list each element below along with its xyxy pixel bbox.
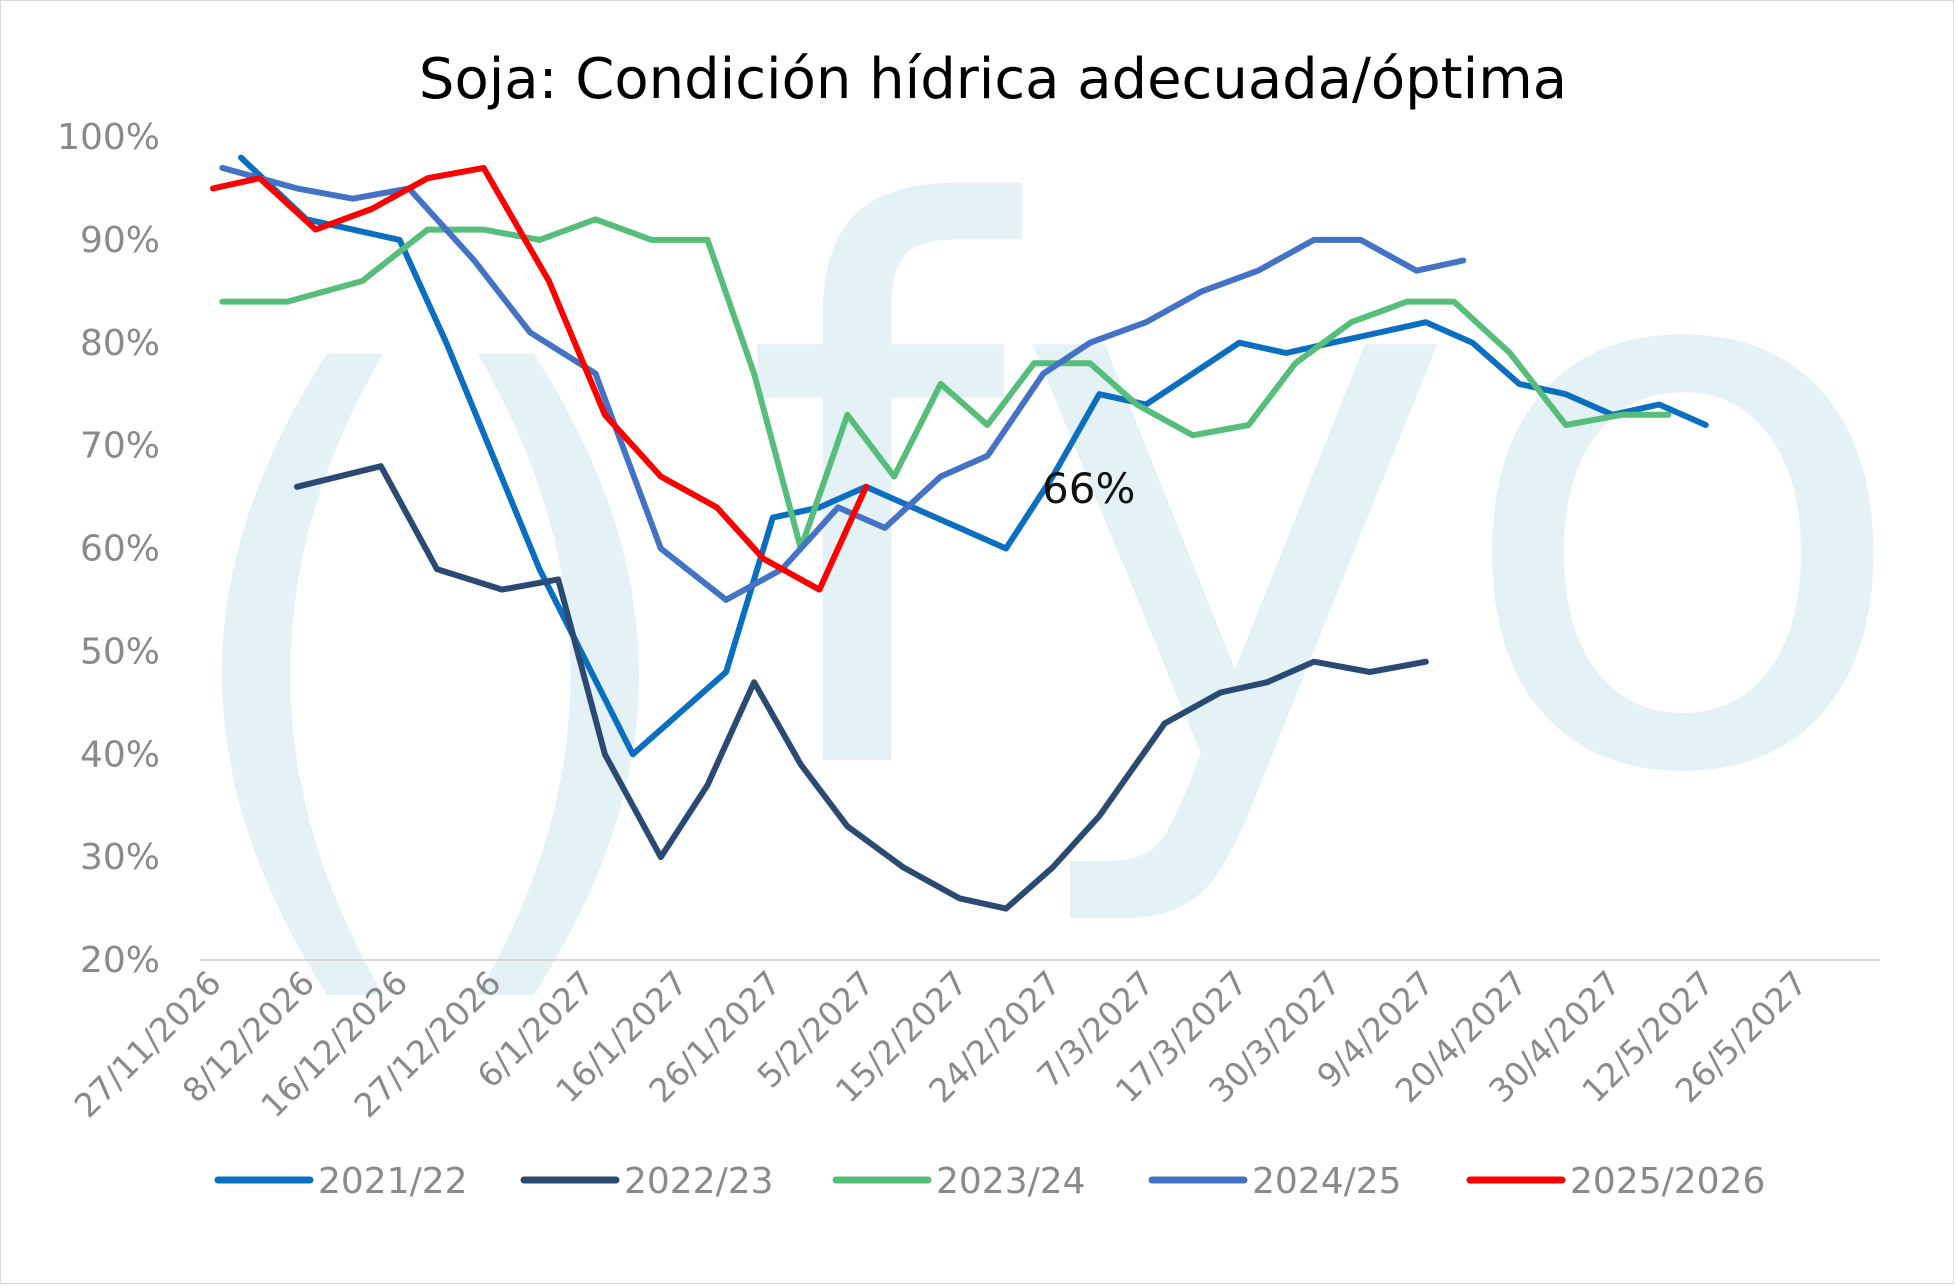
y-tick-label: 80% (80, 323, 160, 364)
chart-title: Soja: Condición hídrica adecuada/óptima (419, 47, 1567, 112)
y-tick-label: 20% (80, 940, 160, 981)
annotation-last-value: 66% (1042, 464, 1135, 513)
legend-item: 2023/24 (832, 1161, 1086, 1202)
legend-item: 2025/2026 (1466, 1161, 1765, 1202)
y-tick-label: 30% (80, 837, 160, 878)
legend-label: 2022/23 (624, 1161, 774, 1202)
y-tick-label: 100% (57, 117, 160, 158)
series-lines (210, 154, 1709, 912)
series-line-0 (238, 154, 1709, 758)
y-axis: 20% 30% 40% 50% 60% 70% 80% 90% 100% (57, 117, 160, 981)
series-line-1 (294, 463, 1429, 912)
fyo-watermark: ( ) f y o (160, 56, 1915, 1070)
watermark-o: o (1450, 56, 1915, 940)
y-tick-label: 60% (80, 529, 160, 570)
watermark-y: y (1010, 56, 1460, 940)
y-tick-label: 40% (80, 734, 160, 775)
legend-item: 2021/22 (214, 1161, 468, 1202)
y-tick-label: 50% (80, 631, 160, 672)
series-line-2 (219, 216, 1672, 552)
legend-label: 2021/22 (318, 1161, 468, 1202)
watermark-f: f (740, 56, 1025, 940)
legend-label: 2023/24 (936, 1161, 1086, 1202)
legend-item: 2022/23 (520, 1161, 774, 1202)
series-line-4 (210, 164, 870, 593)
watermark-open-paren: ( (160, 232, 441, 1070)
watermark-close-paren: ) (420, 232, 701, 1070)
series-line-3 (219, 164, 1467, 603)
legend-label: 2025/2026 (1570, 1161, 1765, 1202)
y-tick-label: 70% (80, 426, 160, 467)
legend-label: 2024/25 (1252, 1161, 1402, 1202)
legend-item: 2024/25 (1148, 1161, 1402, 1202)
y-tick-label: 90% (80, 220, 160, 261)
legend: 2021/22 2022/23 2023/24 2024/25 2025/2026 (214, 1161, 1765, 1202)
